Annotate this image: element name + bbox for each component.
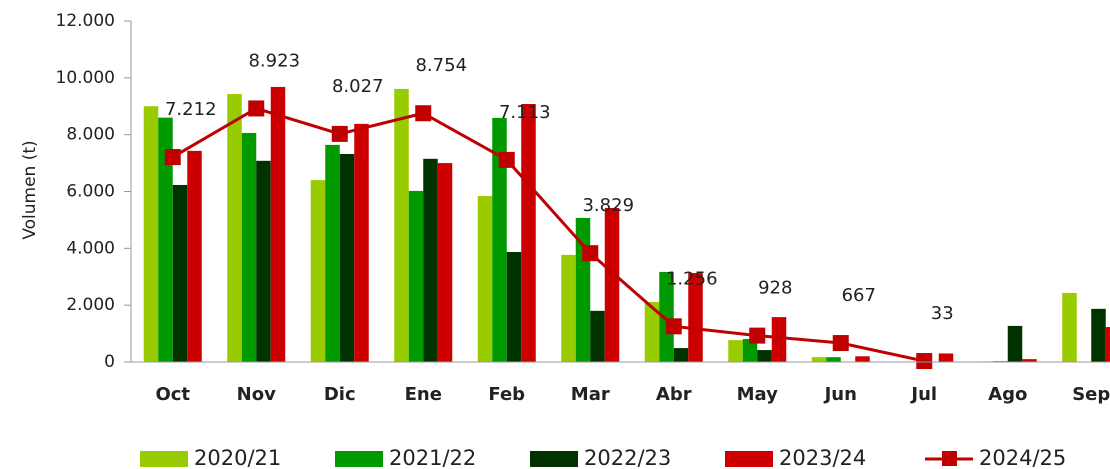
legend-label: 2024/25 [979,446,1066,469]
bar [728,340,743,362]
legend-label: 2021/22 [389,446,476,469]
bar [1105,327,1110,362]
line-marker [164,149,181,166]
bar [644,302,660,362]
bar [506,252,522,362]
x-tick-label: Abr [656,384,692,405]
bar [811,357,827,362]
bar [325,144,340,362]
x-tick-label: Ago [988,384,1027,405]
bar [1007,325,1023,362]
bar [310,180,326,362]
bar [590,310,605,362]
bar [227,94,242,363]
legend-swatch [140,451,188,467]
bar [771,317,787,362]
bar [688,273,703,362]
line-marker [916,353,933,370]
bar [1022,359,1037,362]
bar [938,353,954,362]
line-marker [749,327,766,344]
data-label: 7.113 [499,102,551,123]
legend-label: 2020/21 [194,446,281,469]
bar [757,350,772,362]
bar [423,158,438,362]
bar [408,190,424,362]
legend-label: 2022/23 [584,446,671,469]
x-tick-label: Dic [324,384,356,405]
y-tick-label: 0 [104,352,115,372]
bar [604,207,620,362]
line-marker [248,100,265,117]
bar [143,106,159,362]
y-tick-label: 6.000 [66,182,115,202]
bar [1091,308,1106,362]
bar [673,348,689,362]
x-tick-label: Ene [405,384,442,405]
bar [339,153,355,362]
bar [187,150,202,362]
x-tick-label: Nov [237,384,276,405]
data-label: 7.212 [165,99,217,120]
y-tick-label: 2.000 [66,295,115,315]
bar [521,103,536,362]
x-tick-label: Sep [1072,384,1110,405]
bar [241,132,257,362]
bar [158,117,173,362]
bar [172,184,188,362]
x-tick-label: May [737,384,779,405]
line-marker [498,151,515,168]
data-label: 1.256 [666,268,718,289]
y-axis-label: Volumen (t) [20,140,40,239]
bar [270,86,286,362]
x-tick-label: Jul [909,384,937,405]
bar [394,88,409,362]
line-marker [832,335,849,352]
legend-marker [942,451,957,466]
line-marker [665,318,682,335]
data-label: 8.923 [248,50,300,71]
x-tick-label: Feb [488,384,525,405]
bar [561,254,576,362]
bar [855,356,870,362]
x-tick-label: Mar [571,384,610,405]
legend-swatch [335,451,383,467]
bar [437,163,453,362]
line-marker [415,105,432,122]
y-tick-label: 12.000 [56,11,115,31]
y-tick-label: 10.000 [56,68,115,88]
bar [354,123,369,362]
legend-swatch [725,451,773,467]
data-label: 33 [931,303,954,324]
y-tick-label: 4.000 [66,238,115,258]
data-label: 667 [842,285,876,306]
line [171,106,925,363]
legend-swatch [530,451,578,467]
x-tick-label: Oct [155,384,190,405]
bar [256,160,271,362]
legend-label: 2023/24 [779,446,866,469]
bar [492,117,507,362]
bar [477,196,493,362]
bar [1062,292,1077,362]
bar [659,271,674,362]
plot-area [143,86,1110,370]
line-marker [331,125,348,142]
bar [826,357,841,362]
data-label: 928 [758,278,792,299]
bar [742,338,758,362]
line-marker [582,245,599,262]
data-label: 8.027 [332,76,384,97]
data-label: 8.754 [415,55,467,76]
y-tick-label: 8.000 [66,125,115,145]
data-label: 3.829 [582,195,634,216]
x-tick-label: Jun [823,384,857,405]
